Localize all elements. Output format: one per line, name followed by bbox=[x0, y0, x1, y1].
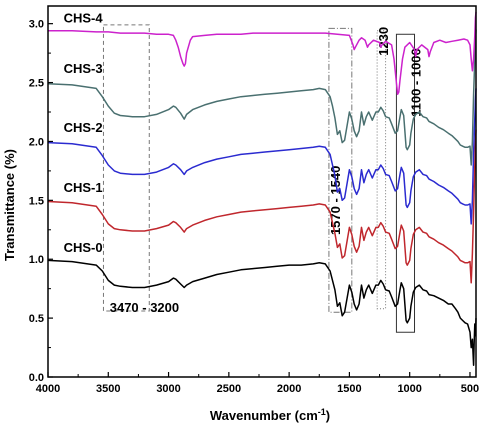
annotation-box-0 bbox=[102, 24, 150, 312]
y-tick-label-3: 1.5 bbox=[29, 195, 44, 207]
series-line-chs-4 bbox=[48, 11, 477, 96]
plot-frame bbox=[47, 5, 477, 378]
series-label-chs-0: CHS-0 bbox=[64, 240, 103, 255]
x-axis-title: Wavenumber (cm-1) bbox=[210, 407, 330, 423]
x-tick-label-5: 1500 bbox=[337, 383, 361, 395]
series-label-chs-3: CHS-3 bbox=[64, 61, 103, 76]
y-tick-label-5: 2.5 bbox=[29, 78, 44, 90]
x-tick-label-1: 3500 bbox=[96, 383, 120, 395]
annotation-box-2 bbox=[376, 30, 387, 310]
y-tick-label-6: 3.0 bbox=[29, 19, 44, 31]
x-axis-title-exponent: -1 bbox=[318, 407, 326, 417]
x-tick-label-3: 2500 bbox=[217, 383, 241, 395]
x-axis-title-main: Wavenumber (cm bbox=[210, 408, 318, 423]
labels-layer: CHS-4 CHS-3 CHS-2 CHS-1 CHS-0 bbox=[64, 10, 104, 255]
series-line-chs-0 bbox=[47, 259, 477, 366]
series-line-chs-1 bbox=[47, 129, 477, 284]
annotation-label-2: 1230 bbox=[376, 27, 391, 56]
x-tick-label-4: 2000 bbox=[277, 383, 301, 395]
annotation-label-3: 1100 - 1000 bbox=[409, 48, 424, 117]
x-tick-label-0: 4000 bbox=[36, 383, 60, 395]
y-tick-label-1: 0.5 bbox=[29, 313, 44, 325]
x-tick-label-2: 3000 bbox=[156, 383, 180, 395]
annotation-label-0: 3470 - 3200 bbox=[110, 300, 179, 315]
series-label-chs-2: CHS-2 bbox=[64, 120, 103, 135]
x-axis-title-close: ) bbox=[326, 408, 330, 423]
axes-layer: 4000 3500 3000 2500 2000 1500 1000 500 0.0 0.5 1.0… bbox=[29, 5, 479, 395]
y-tick-label-2: 1.0 bbox=[29, 254, 44, 266]
series-label-chs-1: CHS-1 bbox=[64, 180, 103, 195]
series-line-chs-3 bbox=[47, 29, 477, 166]
y-tick-label-0: 0.0 bbox=[29, 372, 44, 384]
series-line-chs-2 bbox=[47, 88, 477, 225]
y-tick-label-4: 2.0 bbox=[29, 136, 44, 148]
series-layer bbox=[47, 11, 477, 366]
annotation-box-1 bbox=[328, 27, 353, 313]
x-tick-label-6: 1000 bbox=[397, 383, 421, 395]
x-tick-label-7: 500 bbox=[461, 383, 479, 395]
y-axis-title: Transmittance (%) bbox=[2, 149, 17, 261]
series-label-chs-4: CHS-4 bbox=[64, 10, 104, 25]
annotation-box-3 bbox=[395, 33, 416, 333]
